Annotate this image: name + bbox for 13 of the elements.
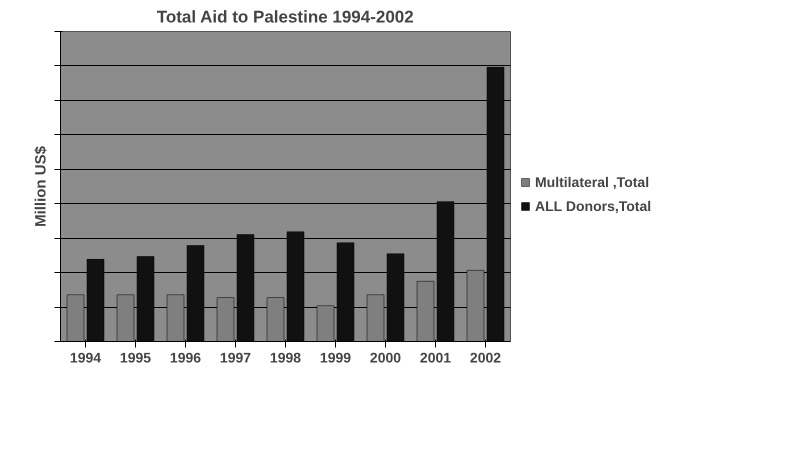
x-tick-label: 1998 <box>270 350 302 366</box>
y-axis-title: Million US$ <box>32 145 50 227</box>
x-tick-label: 2002 <box>470 350 502 366</box>
x-tick-label: 2001 <box>420 350 452 366</box>
x-tick-label: 1996 <box>170 350 202 366</box>
x-tick-label: 1995 <box>120 350 152 366</box>
x-tick-label: 1994 <box>70 350 102 366</box>
x-tick-label: 1999 <box>320 350 352 366</box>
chart-title: Total Aid to Palestine 1994-2002 <box>156 8 414 26</box>
legend-label: ALL Donors,Total <box>535 198 652 214</box>
legend-label: Multilateral ,Total <box>535 174 650 190</box>
x-tick-label: 1997 <box>220 350 252 366</box>
x-tick-label: 2000 <box>370 350 402 366</box>
